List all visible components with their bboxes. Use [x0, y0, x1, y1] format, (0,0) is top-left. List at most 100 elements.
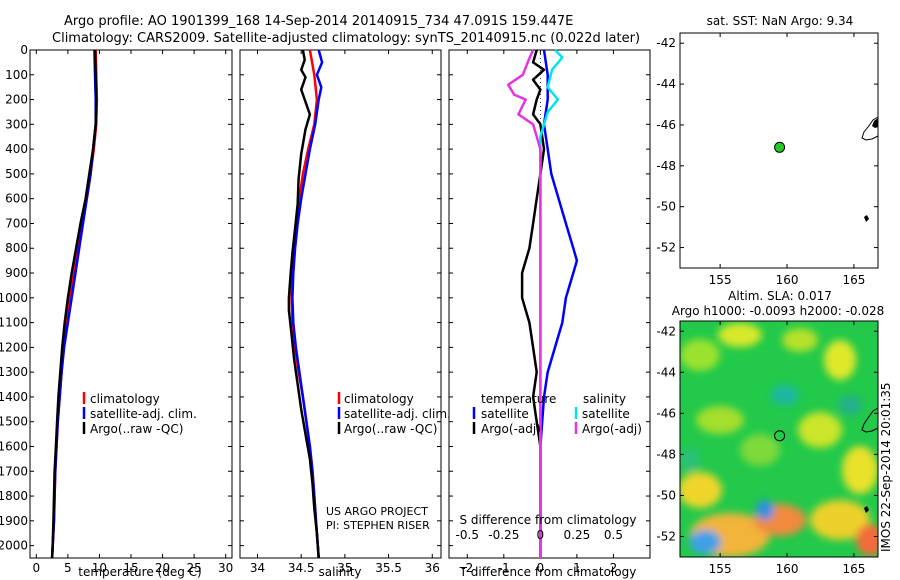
y-tick-label: -52 — [656, 241, 676, 255]
y-tick-label: 300 — [5, 117, 28, 131]
legend-label-satellite: satellite-adj. clim. — [90, 407, 197, 421]
y-tick-label: 100 — [5, 68, 28, 82]
temperature-legend: climatology satellite-adj. clim. Argo(..… — [82, 392, 197, 436]
y-tick-label: 1800 — [0, 489, 28, 503]
series-line-salinity-satellite — [539, 49, 564, 558]
salinity-x-label: salinity — [318, 565, 361, 579]
sst-map-frame — [679, 32, 879, 269]
argo-position-marker — [774, 141, 786, 153]
salinity-legend: climatology satellite-adj. clim. Argo(..… — [337, 392, 451, 436]
series-line-temperature-argo-adj- — [520, 49, 546, 558]
x-tick-label: 165 — [842, 562, 865, 576]
sla-map-frame — [679, 320, 879, 558]
y-tick-label: -48 — [656, 159, 676, 173]
temperature-x-label: temperature (deg C) — [78, 565, 201, 579]
difference-panel: -2 -1 0 1 2 temperature salinity satellite A… — [448, 49, 651, 579]
series-line-temperature-satellite — [539, 49, 579, 558]
island-shape — [864, 215, 869, 222]
timestamp-label: IMOS 22-Sep-2014 20:01:35 — [879, 382, 893, 552]
salinity-series — [287, 49, 324, 559]
sla-map-subtitle: Argo h1000: -0.0093 h2000: -0.028 — [672, 304, 885, 318]
sst-map-panel: sat. SST: NaN Argo: 9.34 155 160 165 -42 -44… — [656, 14, 879, 287]
x-tick-label: 2 — [610, 561, 618, 575]
legend-label-t-satellite: satellite — [481, 407, 529, 421]
y-tick-label: 1000 — [0, 291, 28, 305]
y-tick-label: -42 — [656, 324, 676, 338]
series-line-salinity-argo-adj- — [506, 49, 542, 558]
coastline-fill — [872, 118, 878, 128]
pi-annotation: PI: STEPHEN RISER — [326, 519, 430, 532]
temperature-panel: 0100200300400500600700800900100011001200… — [0, 43, 233, 579]
y-tick-label: 400 — [5, 142, 28, 156]
x-tick-label: 25 — [186, 561, 201, 575]
header-line2: Climatology: CARS2009. Satellite-adjuste… — [52, 31, 640, 46]
t-difference-label: T difference from climatology — [459, 565, 637, 579]
temperature-axes-frame — [29, 49, 233, 559]
difference-legend: temperature salinity satellite Argo(-adj… — [472, 392, 642, 436]
temperature-y-ticks: 0 100 200 300 400 500 600 700 800 900 1000 1100 1200… — [0, 43, 232, 553]
y-tick-label: -44 — [656, 365, 676, 379]
y-tick-label: 1500 — [0, 415, 28, 429]
legend-label-climatology: climatology — [344, 392, 414, 406]
x-tick-label: 155 — [709, 273, 732, 287]
sla-map-panel: Altim. SLA: 0.017 Argo h1000: -0.0093 h2… — [656, 289, 893, 576]
x-tick-label: 30 — [218, 561, 233, 575]
s-difference-label: S difference from climatology — [460, 513, 637, 527]
y-tick-label: 1700 — [0, 464, 28, 478]
legend-header-temperature: temperature — [481, 392, 556, 406]
x-tick-label: 5 — [64, 561, 72, 575]
y-tick-label: 1300 — [0, 365, 28, 379]
salinity-panel: 34 34.5 35 35.5 36 climatology satellite-adj… — [239, 49, 451, 579]
sst-map-ticks: 155 160 165 -42 -44 -46 -48 -50 -52 — [656, 33, 878, 287]
y-tick-label: -44 — [656, 77, 676, 91]
island-shape — [864, 506, 869, 513]
sla-heatmap-field — [680, 321, 878, 557]
legend-header-salinity: salinity — [583, 392, 626, 406]
coastline-outline — [861, 116, 879, 141]
s-difference-ticks: -0.5 -0.25 0 0.25 0.5 — [456, 528, 623, 542]
x-tick-label: -2 — [461, 561, 473, 575]
s-diff-tick-label: -0.5 — [456, 528, 479, 542]
series-line-satellite-adj-clim- — [50, 49, 97, 559]
difference-axes-frame — [448, 49, 651, 559]
sla-map-ticks: 155 160 165 -42 -44 -46 -48 -50 -52 — [656, 321, 878, 576]
x-tick-label: -1 — [498, 561, 510, 575]
series-line-argo-raw-qc- — [50, 49, 98, 559]
legend-label-satellite: satellite-adj. clim. — [344, 407, 451, 421]
y-tick-label: 1100 — [0, 316, 28, 330]
legend-label-s-satellite: satellite — [582, 407, 630, 421]
x-tick-label: 20 — [155, 561, 170, 575]
x-tick-label: 10 — [92, 561, 107, 575]
argo-position-marker — [774, 430, 786, 442]
legend-label-climatology: climatology — [90, 392, 160, 406]
header-line1: Argo profile: AO 1901399_168 14-Sep-2014… — [64, 14, 573, 29]
legend-label-s-argo: Argo(-adj) — [582, 422, 642, 436]
y-tick-label: 1400 — [0, 390, 28, 404]
y-tick-label: 1900 — [0, 514, 28, 528]
y-tick-label: -48 — [656, 447, 676, 461]
y-tick-label: 2000 — [0, 539, 28, 553]
legend-label-t-argo: Argo(-adj) — [481, 422, 541, 436]
salinity-y-ticks — [240, 49, 441, 547]
series-line-argo-raw-qc- — [287, 49, 320, 559]
x-tick-label: 165 — [842, 273, 865, 287]
y-tick-label: -52 — [656, 529, 676, 543]
x-tick-label: 34.5 — [288, 561, 315, 575]
y-tick-label: 700 — [5, 216, 28, 230]
x-tick-label: 0 — [32, 561, 40, 575]
s-diff-tick-label: 0.25 — [564, 528, 591, 542]
y-tick-label: 0 — [20, 43, 28, 57]
y-tick-label: 900 — [5, 266, 28, 280]
x-tick-label: 35.5 — [375, 561, 402, 575]
x-tick-label: 160 — [776, 562, 799, 576]
y-tick-label: 500 — [5, 167, 28, 181]
series-line-climatology — [50, 49, 99, 559]
y-tick-label: -50 — [656, 200, 676, 214]
y-tick-label: -50 — [656, 488, 676, 502]
salinity-axes-frame — [239, 49, 442, 559]
y-tick-label: 1200 — [0, 340, 28, 354]
y-tick-label: 800 — [5, 241, 28, 255]
x-tick-label: 35 — [337, 561, 352, 575]
legend-label-argo: Argo(..raw -QC) — [344, 422, 437, 436]
